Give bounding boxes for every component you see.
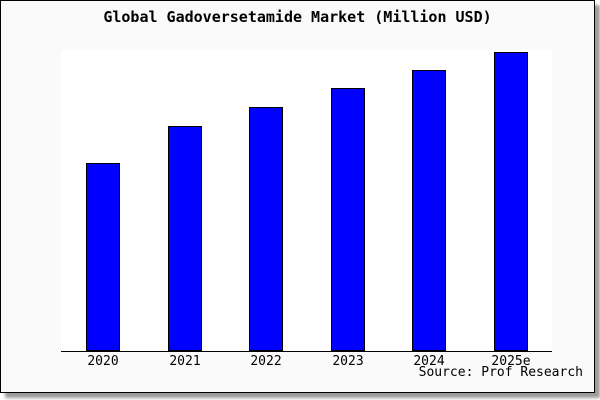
x-axis-label-2025e: 2025e	[491, 354, 531, 369]
plot-area	[61, 50, 552, 352]
x-axis-label-2020: 2020	[87, 354, 119, 369]
chart-canvas: Global Gadoversetamide Market (Million U…	[0, 0, 595, 393]
x-axis-label-2022: 2022	[250, 354, 282, 369]
bar-2024	[412, 70, 446, 351]
x-axis-label-2021: 2021	[169, 354, 201, 369]
bar-2022	[249, 107, 283, 351]
bar-2020	[86, 163, 120, 351]
bar-2025e	[494, 52, 528, 351]
x-axis-label-2024: 2024	[413, 354, 445, 369]
bar-2023	[331, 88, 365, 351]
source-note: Source: Prof Research	[418, 365, 583, 380]
chart-title: Global Gadoversetamide Market (Million U…	[103, 8, 492, 26]
bar-2021	[168, 126, 202, 351]
x-axis-label-2023: 2023	[332, 354, 364, 369]
